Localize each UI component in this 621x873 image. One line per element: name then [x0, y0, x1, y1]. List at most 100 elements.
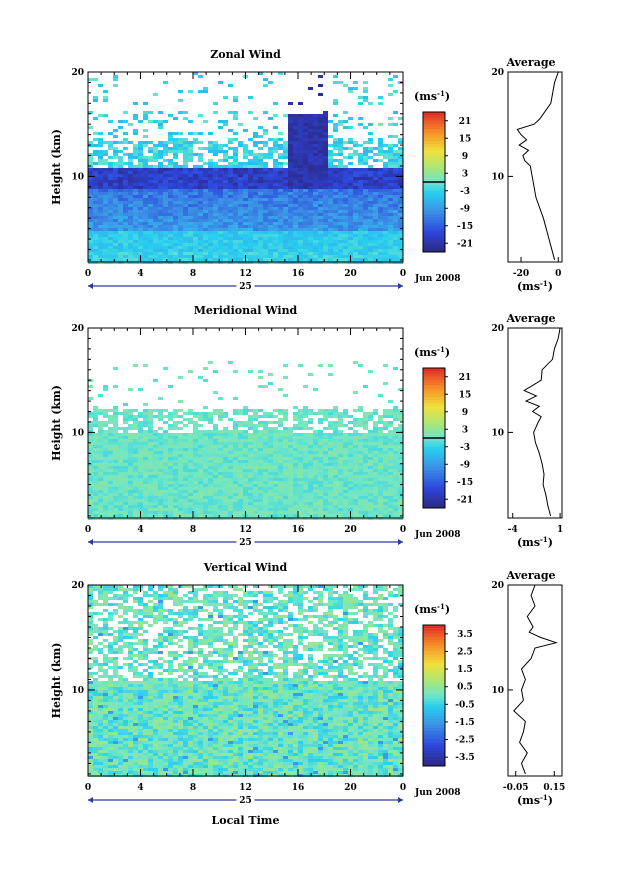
heatmap-cell — [293, 252, 298, 255]
heatmap-cell — [143, 493, 148, 496]
heatmap-cell — [203, 484, 208, 487]
heatmap-cell — [148, 225, 153, 228]
heatmap-cell — [103, 192, 108, 195]
heatmap-cell — [298, 457, 303, 460]
heatmap-cell — [248, 96, 253, 99]
heatmap-cell — [163, 222, 168, 225]
heatmap-cell — [208, 433, 213, 436]
heatmap-cell — [248, 228, 253, 231]
heatmap-cell — [308, 472, 313, 475]
heatmap-cell — [158, 171, 163, 174]
heatmap-cell — [378, 415, 383, 418]
heatmap-cell — [238, 162, 243, 165]
heatmap-cell — [393, 487, 398, 490]
heatmap-cell — [263, 192, 268, 195]
heatmap-cell — [113, 129, 118, 132]
heatmap-cell — [198, 496, 203, 499]
heatmap-cell — [333, 75, 338, 78]
heatmap-cell — [258, 159, 263, 162]
heatmap-cell — [343, 204, 348, 207]
heatmap-cell — [198, 231, 203, 234]
heatmap-cell — [203, 460, 208, 463]
heatmap-cell — [93, 180, 98, 183]
heatmap-cell — [248, 409, 253, 412]
heatmap-cell — [138, 156, 143, 159]
heatmap-cell — [333, 415, 338, 418]
heatmap-cell — [148, 168, 153, 171]
heatmap-cell — [253, 135, 258, 138]
heatmap-cell — [308, 186, 313, 189]
heatmap-cell — [243, 502, 248, 505]
heatmap-cell — [183, 433, 188, 436]
heatmap-cell — [293, 466, 298, 469]
heatmap-cell — [178, 475, 183, 478]
heatmap-cell — [183, 156, 188, 159]
heatmap-cell — [358, 159, 363, 162]
heatmap-cell — [323, 252, 328, 255]
heatmap-cell — [223, 243, 228, 246]
heatmap-cell — [128, 159, 133, 162]
heatmap-cell — [333, 451, 338, 454]
colorbar-segment — [423, 158, 445, 163]
heatmap-cell — [153, 508, 158, 511]
heatmap-cell — [208, 132, 213, 135]
heatmap-cell — [288, 222, 293, 225]
heatmap-cell — [208, 487, 213, 490]
heatmap-cell — [158, 204, 163, 207]
heatmap-cell — [298, 460, 303, 463]
heatmap-cell — [188, 90, 193, 93]
heatmap-cell — [213, 475, 218, 478]
heatmap-cell — [208, 496, 213, 499]
heatmap-cell — [188, 198, 193, 201]
heatmap-cell — [338, 421, 343, 424]
heatmap-cell — [313, 255, 318, 258]
heatmap-cell — [328, 502, 333, 505]
heatmap-cell — [218, 430, 223, 433]
heatmap-cell — [128, 207, 133, 210]
heatmap-cell — [203, 454, 208, 457]
heatmap-cell — [218, 412, 223, 415]
heatmap-cell — [218, 171, 223, 174]
heatmap-cell — [268, 216, 273, 219]
heatmap-cell — [338, 490, 343, 493]
heatmap-cell — [133, 246, 138, 249]
heatmap-cell — [368, 213, 373, 216]
heatmap-cell — [343, 240, 348, 243]
heatmap-cell — [398, 228, 403, 231]
heatmap-cell — [273, 243, 278, 246]
heatmap-cell — [263, 225, 268, 228]
heatmap-cell — [258, 240, 263, 243]
heatmap-cell — [88, 153, 93, 156]
heatmap-cell — [393, 249, 398, 252]
heatmap-cell — [398, 511, 403, 514]
heatmap-cell — [138, 481, 143, 484]
heatmap-cell — [193, 430, 198, 433]
heatmap-cell — [278, 502, 283, 505]
heatmap-cell — [303, 201, 308, 204]
heatmap-cell — [288, 180, 293, 183]
heatmap-cell — [198, 204, 203, 207]
heatmap-cell — [298, 249, 303, 252]
heatmap-cell — [233, 481, 238, 484]
heatmap-cell — [138, 412, 143, 415]
heatmap-cell — [353, 469, 358, 472]
heatmap-cell — [248, 454, 253, 457]
heatmap-cell — [188, 204, 193, 207]
heatmap-cell — [188, 243, 193, 246]
heatmap-cell — [128, 490, 133, 493]
heatmap-cell — [253, 159, 258, 162]
heatmap-cell — [178, 415, 183, 418]
heatmap-cell — [368, 466, 373, 469]
heatmap-cell — [183, 496, 188, 499]
heatmap-cell — [148, 421, 153, 424]
heatmap-cell — [398, 162, 403, 165]
heatmap-cell — [353, 168, 358, 171]
heatmap-cell — [98, 493, 103, 496]
heatmap-cell — [348, 189, 353, 192]
heatmap-cell — [263, 198, 268, 201]
heatmap-cell — [373, 168, 378, 171]
heatmap-cell — [248, 418, 253, 421]
heatmap-cell — [398, 174, 403, 177]
heatmap-cell — [273, 255, 278, 258]
heatmap-cell — [338, 228, 343, 231]
